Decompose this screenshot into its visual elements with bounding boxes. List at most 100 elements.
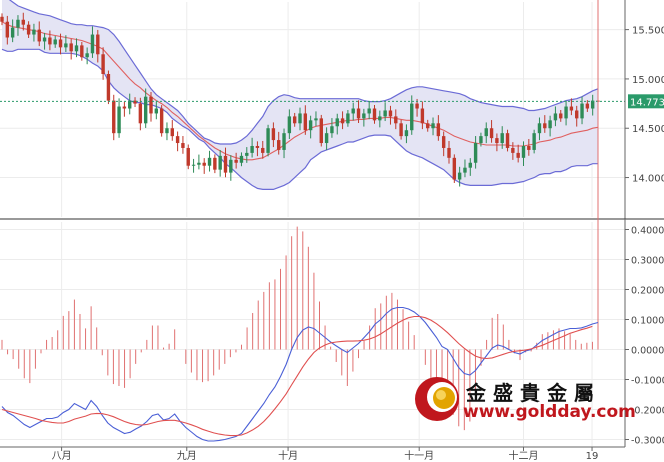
candle-body xyxy=(292,116,297,124)
candle-body xyxy=(473,143,478,163)
candle-body xyxy=(335,118,339,127)
candle-body xyxy=(431,123,435,129)
candle-body xyxy=(122,106,127,109)
candle-body xyxy=(239,155,244,163)
candle-body xyxy=(191,164,196,166)
macd-tick-label: 0.2000 xyxy=(631,286,664,297)
time-tick-label: 八月 xyxy=(52,450,72,462)
candle-body xyxy=(117,106,121,134)
candle-body xyxy=(21,19,25,25)
candle-body xyxy=(505,133,510,148)
candle-body xyxy=(351,108,355,114)
candlesticks xyxy=(0,12,600,187)
price-tick-label: 14.000 xyxy=(632,174,664,185)
candle-body xyxy=(394,116,398,124)
candle-body xyxy=(330,126,334,134)
candle-body xyxy=(356,108,361,119)
macd-tick-label: -0.1000 xyxy=(631,376,664,387)
candle-body xyxy=(175,136,180,144)
candle-body xyxy=(143,96,148,124)
candle-body xyxy=(138,103,143,124)
candle-body xyxy=(324,133,329,144)
candle-body xyxy=(489,128,494,139)
candle-body xyxy=(5,21,10,38)
candle-body xyxy=(410,103,414,131)
candle-body xyxy=(213,157,217,170)
candle-body xyxy=(245,152,249,156)
candle-body xyxy=(10,27,15,38)
candle-body xyxy=(532,133,536,150)
candle-body xyxy=(234,159,238,163)
candle-body xyxy=(64,43,68,48)
macd-tick-label: 0.3000 xyxy=(631,256,664,267)
candle-body xyxy=(580,103,584,119)
candle-body xyxy=(495,138,499,144)
candle-body xyxy=(74,45,79,52)
candle-body xyxy=(500,133,504,144)
candle-body xyxy=(229,159,233,173)
candle-body xyxy=(452,157,457,180)
candle-body xyxy=(479,136,483,144)
candle-body xyxy=(32,29,36,35)
current-price-marker: 14.773 xyxy=(628,94,664,109)
candle-body xyxy=(128,100,132,109)
macd-tick-label: 0.1000 xyxy=(631,316,664,327)
candle-body xyxy=(319,118,323,144)
candle-body xyxy=(516,152,520,158)
moving-average-line xyxy=(1,21,599,161)
candle-body xyxy=(223,155,228,173)
candle-body xyxy=(367,108,371,114)
candle-body xyxy=(415,103,419,109)
candle-body xyxy=(447,147,451,158)
candle-body xyxy=(399,123,403,137)
candle-body xyxy=(90,34,95,54)
watermark-brand: 金盛貴金屬 xyxy=(465,381,601,405)
candle-body xyxy=(388,110,393,117)
time-tick-label: 十一月 xyxy=(404,449,434,462)
candle-body xyxy=(383,110,387,117)
candle-body xyxy=(277,140,281,150)
candle-body xyxy=(0,16,4,22)
time-tick-label: 19 xyxy=(586,451,599,462)
candle-body xyxy=(543,123,547,129)
candle-body xyxy=(468,162,472,168)
candle-body xyxy=(69,43,73,52)
bollinger-lower-line xyxy=(1,48,598,190)
price-axis: 14.000 14.500 15.000 15.500 xyxy=(624,0,664,219)
time-tick-label: 十月 xyxy=(278,449,298,462)
price-tick-label: 15.500 xyxy=(632,26,664,37)
candle-body xyxy=(101,54,105,74)
candle-body xyxy=(42,37,47,42)
candle-body xyxy=(426,123,430,129)
goldday-logo-icon xyxy=(415,377,459,421)
macd-tick-label: 0.4000 xyxy=(631,226,664,237)
bollinger-upper-line xyxy=(8,0,599,145)
candle-body xyxy=(308,120,313,131)
candle-body xyxy=(165,128,169,134)
candle-body xyxy=(106,73,111,101)
candle-body xyxy=(266,128,270,153)
candle-body xyxy=(463,167,467,173)
price-tick-label: 14.500 xyxy=(632,124,664,135)
candle-body xyxy=(80,45,84,58)
macd-tick-label: -0.3000 xyxy=(631,436,664,447)
candle-body xyxy=(218,155,222,170)
macd-tick-label: -0.2000 xyxy=(631,406,664,417)
candle-body xyxy=(181,143,185,148)
candle-body xyxy=(575,110,579,119)
candle-body xyxy=(569,106,574,111)
candle-body xyxy=(340,118,345,124)
candle-body xyxy=(37,29,41,42)
candle-body xyxy=(346,113,350,124)
candle-body xyxy=(170,128,174,137)
signal-line xyxy=(1,315,593,437)
candle-body xyxy=(559,113,563,119)
candle-body xyxy=(26,24,31,35)
candle-body xyxy=(537,123,542,134)
candle-body xyxy=(298,113,302,124)
candle-body xyxy=(378,116,382,121)
candle-body xyxy=(159,108,164,134)
candle-body xyxy=(585,103,590,109)
time-tick-label: 九月 xyxy=(177,450,197,462)
